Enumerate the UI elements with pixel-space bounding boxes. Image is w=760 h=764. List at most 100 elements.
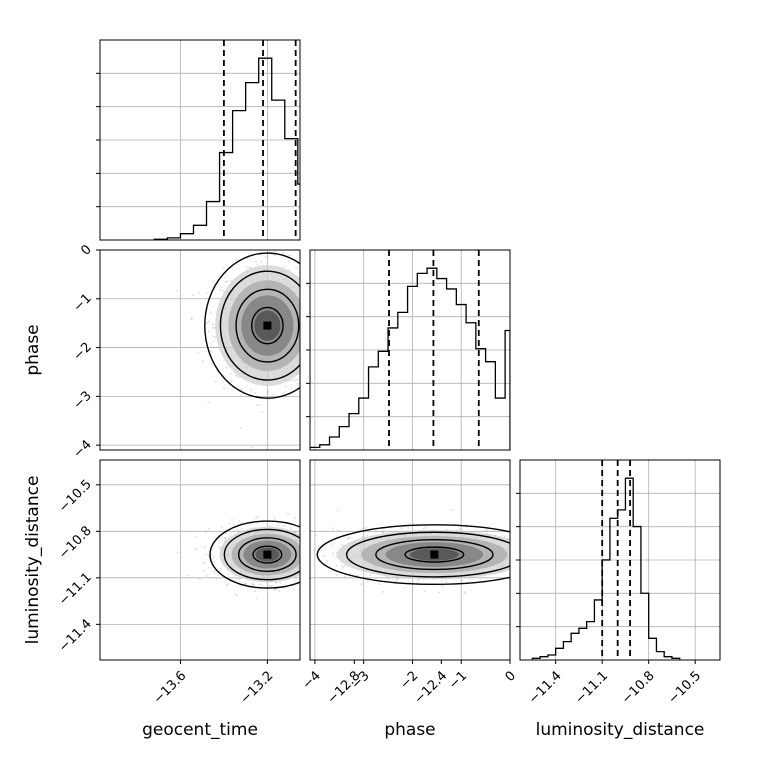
sample-point xyxy=(215,577,218,580)
sample-point xyxy=(264,256,267,259)
x-tick-label: 0 xyxy=(503,668,519,684)
sample-point xyxy=(316,546,319,549)
sample-point xyxy=(249,266,252,269)
sample-point xyxy=(306,554,308,556)
sample-point xyxy=(517,553,519,555)
sample-point xyxy=(224,537,227,540)
sample-point xyxy=(288,259,291,262)
sample-point xyxy=(386,575,389,578)
y-tick-label: −4 xyxy=(71,437,95,461)
sample-point xyxy=(274,250,277,253)
histogram-panel-geocent_time xyxy=(96,39,324,241)
x-axis-label: luminosity_distance xyxy=(536,720,705,740)
y-tick-label: −10.5 xyxy=(56,477,95,516)
sample-point xyxy=(227,573,230,576)
sample-point xyxy=(301,330,303,332)
sample-point xyxy=(343,575,346,578)
histogram-panel-luminosity_distance xyxy=(516,459,721,661)
contour-line xyxy=(252,545,283,564)
sample-point xyxy=(283,524,286,527)
sample-point xyxy=(386,578,389,581)
sample-point xyxy=(301,314,303,316)
sample-point xyxy=(226,280,229,283)
sample-point xyxy=(301,547,303,549)
sample-point xyxy=(212,571,215,574)
y-tick-label: −1 xyxy=(71,291,95,315)
sample-point xyxy=(211,335,214,338)
sample-point xyxy=(516,562,518,564)
sample-point xyxy=(304,279,306,281)
sample-point xyxy=(378,582,381,585)
histogram-step-line xyxy=(531,477,681,660)
sample-point xyxy=(513,549,515,551)
sample-point xyxy=(302,317,304,319)
histogram-bar xyxy=(311,216,324,240)
histogram-bar xyxy=(417,273,427,450)
sample-point xyxy=(368,574,371,577)
sample-point xyxy=(301,299,303,301)
contour-line xyxy=(251,306,284,345)
sample-point xyxy=(511,550,513,552)
sample-point xyxy=(292,588,295,591)
sample-point xyxy=(250,389,253,392)
histogram-bar xyxy=(505,331,510,450)
sample-point xyxy=(273,253,276,256)
sample-point xyxy=(306,563,308,565)
sample-point xyxy=(203,561,206,564)
histogram-bar xyxy=(220,153,233,240)
sample-point xyxy=(458,528,461,531)
sample-point xyxy=(301,538,303,540)
sample-point xyxy=(341,544,344,547)
sample-point xyxy=(240,527,243,530)
sample-point xyxy=(190,317,193,320)
contour-line xyxy=(375,538,494,571)
sample-point xyxy=(194,548,197,551)
panel-frame xyxy=(519,459,721,661)
x-tick-label: −13.2 xyxy=(238,668,277,707)
sample-point xyxy=(302,560,304,562)
sample-point xyxy=(331,552,334,555)
sample-point xyxy=(205,574,208,577)
sample-point xyxy=(223,537,226,540)
histogram-bar xyxy=(408,286,418,450)
sample-point xyxy=(303,283,305,285)
sample-point xyxy=(303,278,305,280)
sample-point xyxy=(515,563,517,565)
sample-point xyxy=(256,263,259,266)
sample-point xyxy=(305,557,307,559)
sample-point xyxy=(332,527,335,530)
sample-point xyxy=(366,579,369,582)
sample-point xyxy=(303,558,305,560)
sample-point xyxy=(268,525,271,528)
contour-line xyxy=(219,270,300,381)
sample-point xyxy=(437,591,440,594)
sample-point xyxy=(396,578,399,581)
sample-point xyxy=(484,530,487,533)
histogram-bar xyxy=(437,279,447,450)
sample-point xyxy=(302,555,304,557)
sample-point xyxy=(297,382,300,385)
sample-point xyxy=(209,350,212,353)
panel-frame xyxy=(99,459,301,661)
sample-point xyxy=(245,524,248,527)
histogram-step-line xyxy=(310,267,510,450)
sample-point xyxy=(304,327,306,329)
sample-point xyxy=(256,522,259,525)
x-tick-label: −12.4 xyxy=(412,668,451,707)
joint-content xyxy=(176,512,308,600)
sample-point xyxy=(244,583,247,586)
sample-point xyxy=(209,311,212,314)
sample-point xyxy=(305,371,307,373)
sample-point xyxy=(241,388,244,391)
sample-point xyxy=(348,572,351,575)
histogram-bar xyxy=(398,312,408,450)
sample-point xyxy=(294,379,297,382)
y-tick-label: −2 xyxy=(71,340,95,364)
sample-point xyxy=(239,388,242,391)
sample-point xyxy=(214,380,217,383)
sample-point xyxy=(403,587,406,590)
histogram-step-line xyxy=(153,57,300,240)
sample-point xyxy=(214,336,217,339)
histogram-bar xyxy=(579,628,587,660)
